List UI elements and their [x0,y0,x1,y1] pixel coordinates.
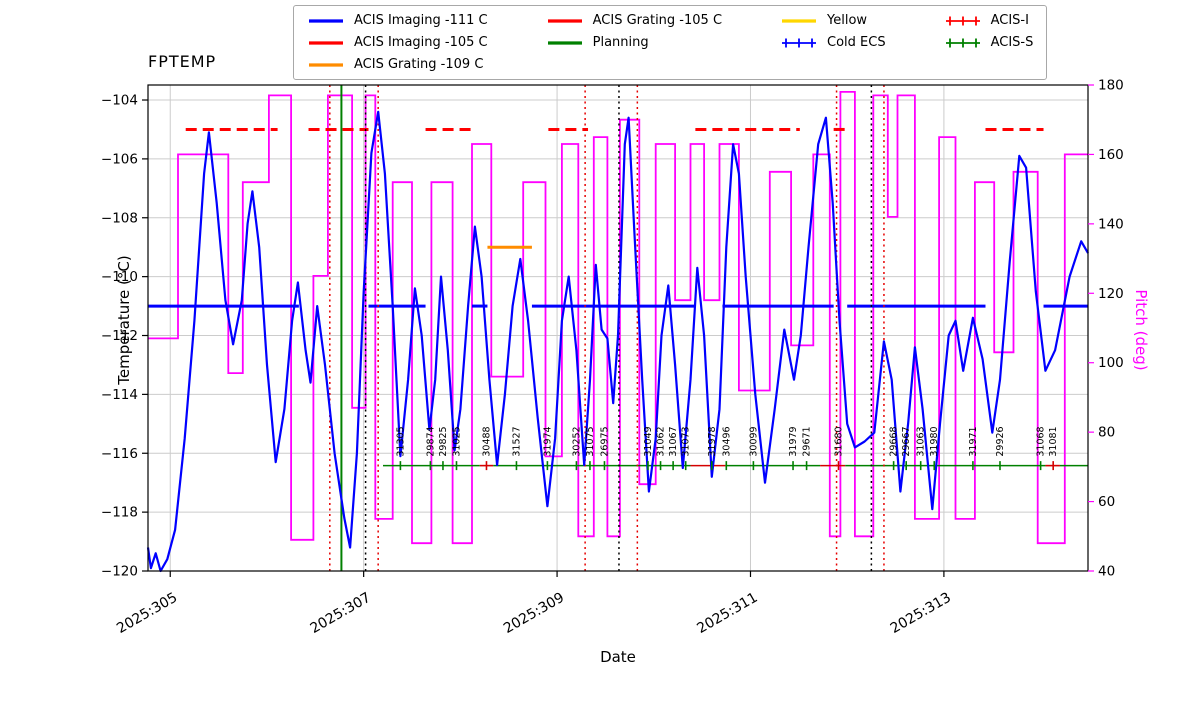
obsid-label: 29667 [901,426,912,456]
pitch-tick-label: 120 [1098,286,1124,302]
obsid-label: 31305 [395,426,406,456]
legend-label: Yellow [827,13,868,28]
legend-line-icon [547,40,582,45]
obsid-label: 31075 [585,426,596,456]
legend-label: ACIS Grating -109 C [354,57,484,72]
pitch-tick-label: 140 [1098,216,1124,232]
pitch-tick-label: 80 [1098,425,1115,441]
temp-tick-label: −106 [101,151,138,167]
legend-column: Yellow Cold ECS [780,13,886,72]
obsid-label: 31527 [511,426,522,456]
legend-line-icon [309,18,343,23]
date-tick-label: 2025:307 [308,590,374,637]
obsid-label: 31062 [656,426,667,456]
obsid-label: 26975 [599,426,610,456]
legend: ACIS Imaging -111 C ACIS Imaging -105 C AC… [293,5,1048,80]
pitch-tick-label: 180 [1098,78,1124,94]
temp-tick-label: −108 [101,210,138,226]
x-axis-label: Date [600,648,636,666]
obsid-label: 30099 [748,426,759,456]
legend-label: Cold ECS [827,35,886,50]
fptemp-line [146,110,1089,573]
legend-entry: ACIS Imaging -111 C [307,13,488,28]
y-axis-label-temperature: Temperature (°C) [115,255,133,385]
obsid-label: 31063 [916,426,927,456]
temp-tick-label: −104 [101,93,138,109]
legend-entry: Yellow [780,13,886,28]
pitch-tick-label: 60 [1098,494,1115,510]
obsid-label: 31971 [968,426,979,456]
obsid-label: 31974 [542,426,553,456]
legend-plus-line-icon [782,38,817,47]
obsid-label: 30488 [481,426,492,456]
obsid-label: 31068 [1036,426,1047,456]
obsid-label: 31979 [788,426,799,456]
legend-label: ACIS-I [990,13,1029,28]
legend-entry: ACIS Grating -109 C [307,57,488,72]
obsid-label: 31073 [681,426,692,456]
legend-label: ACIS Imaging -111 C [354,13,488,28]
legend-line-icon [309,62,343,67]
legend-line-icon [782,18,817,23]
obsid-label: 31980 [929,426,940,456]
pitch-tick-label: 100 [1098,355,1124,371]
pitch-step-line [148,91,1088,545]
obsid-label: 31067 [668,426,679,456]
legend-label: ACIS-S [990,35,1034,50]
legend-label: ACIS Imaging -105 C [354,35,488,50]
legend-entry: ACIS-I [944,13,1034,28]
legend-entry: ACIS-S [944,35,1034,50]
legend-entry: Cold ECS [780,35,886,50]
obsid-label: 30496 [721,426,732,456]
obsid-label: 31049 [643,426,654,456]
y-axis-label-pitch: Pitch (deg) [1132,289,1150,371]
obsid-label: 31680 [833,426,844,456]
date-tick-label: 2025:309 [501,590,567,637]
legend-entry: ACIS Grating -105 C [546,13,722,28]
date-tick-label: 2025:313 [888,590,954,637]
legend-column: ACIS-I ACIS-S [944,13,1034,72]
obsid-label: 31978 [707,426,718,456]
temp-tick-label: −120 [101,564,138,580]
obsid-label: 29671 [802,426,813,456]
plot-frame [147,84,1089,572]
temp-tick-label: −118 [101,505,138,521]
temp-tick-label: −110 [101,269,138,285]
legend-line-icon [309,40,343,45]
chart-title: FPTEMP [148,52,217,71]
pitch-tick-label: 40 [1098,564,1115,580]
legend-label: Planning [592,35,649,50]
temp-tick-label: −114 [101,387,138,403]
temp-tick-label: −116 [101,446,138,462]
legend-label: ACIS Grating -105 C [592,13,723,28]
date-tick-label: 2025:305 [114,590,180,637]
obsid-label: 31025 [451,426,462,456]
legend-column: ACIS Imaging -111 C ACIS Imaging -105 C AC… [307,13,488,72]
obsid-label: 30252 [571,426,582,456]
legend-column: ACIS Grating -105 C Planning [546,13,722,72]
obsid-label: 29926 [995,426,1006,456]
legend-entry: Planning [546,35,722,50]
legend-plus-line-icon [945,16,980,25]
legend-entry: ACIS Imaging -105 C [307,35,488,50]
pitch-tick-label: 160 [1098,147,1124,163]
legend-line-icon [547,18,582,23]
legend-plus-line-icon [945,38,980,47]
obsid-label: 29874 [425,426,436,456]
temp-tick-label: −112 [101,328,138,344]
obsid-label: 31081 [1048,426,1059,456]
obsid-label: 29825 [438,426,449,456]
date-tick-label: 2025:311 [694,590,760,637]
obsid-label: 29668 [889,426,900,456]
